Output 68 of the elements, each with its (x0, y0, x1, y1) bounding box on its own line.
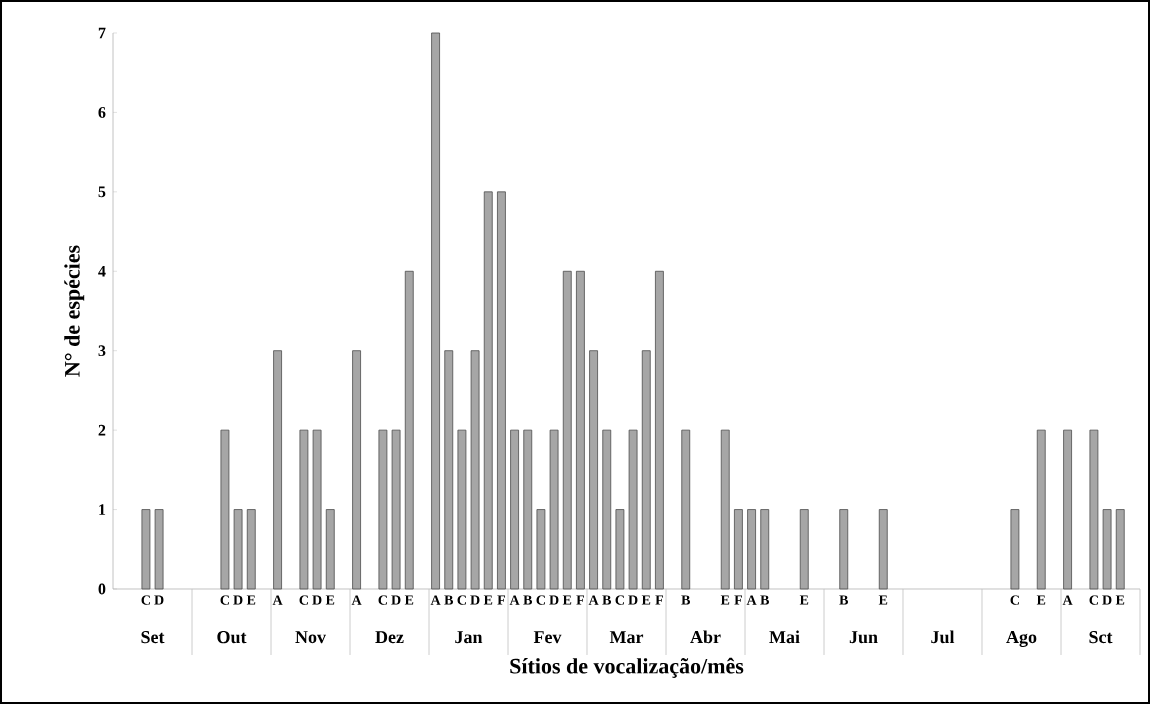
x-tick-label: D (233, 595, 243, 605)
x-tick-label: E (1036, 595, 1046, 605)
x-tick-label: E (799, 595, 809, 605)
y-tick-label: 4 (98, 266, 106, 277)
x-tick-label: A (746, 595, 757, 605)
x-tick-label: F (655, 595, 664, 605)
x-tick-label: B (444, 595, 454, 605)
x-tick-label: C (1089, 595, 1098, 605)
x-tick-label: D (549, 595, 559, 605)
x-tick-label: C (1010, 595, 1019, 605)
x-tick-label: D (391, 595, 401, 605)
x-tick-label: F (576, 595, 585, 605)
text: Fev (533, 631, 562, 644)
text: Out (217, 631, 247, 644)
x-tick-label: D (1102, 595, 1112, 605)
x-tick-label: B (523, 595, 533, 605)
x-tick-label: C (141, 595, 150, 605)
text: Ago (1006, 631, 1037, 647)
text: Mar (609, 631, 644, 644)
text: Sct (1089, 631, 1113, 644)
x-tick-label: E (404, 595, 414, 605)
x-tick-label: E (878, 595, 888, 605)
text: Mai (769, 630, 800, 644)
text: Dez (375, 631, 404, 644)
x-tick-label: E (325, 595, 335, 605)
x-tick-label: E (246, 595, 256, 605)
x-tick-label: D (312, 595, 322, 605)
x-tick-label: F (734, 595, 743, 605)
x-tick-label: F (497, 595, 506, 605)
y-axis-title: N° de espécies (64, 245, 85, 377)
y-tick-label: 0 (98, 583, 106, 595)
x-tick-label: A (588, 595, 599, 605)
y-tick-label: 1 (99, 504, 106, 515)
x-tick-label: A (1062, 595, 1073, 605)
x-tick-label: D (628, 595, 638, 605)
x-tick-label: C (378, 595, 387, 605)
x-tick-label: C (615, 595, 624, 605)
y-tick-label: 5 (98, 186, 106, 198)
text: Jun (849, 631, 878, 644)
x-tick-label: C (299, 595, 308, 605)
x-tick-label: B (602, 595, 612, 605)
x-tick-label: A (430, 595, 441, 605)
x-axis-title: Sítios de vocalização/mês (510, 657, 744, 678)
x-tick-label: C (220, 595, 229, 605)
y-tick-label: 6 (98, 107, 106, 118)
x-tick-label: D (154, 595, 164, 605)
x-tick-label: E (720, 595, 730, 605)
text: Abr (690, 630, 721, 644)
x-tick-label: C (457, 595, 466, 605)
x-tick-label: A (351, 595, 362, 605)
y-tick-label: 7 (98, 27, 106, 39)
y-tick-label: 3 (98, 345, 106, 357)
x-tick-label: E (562, 595, 572, 605)
x-tick-label: E (483, 595, 493, 605)
text: Set (141, 631, 165, 644)
x-tick-label: B (839, 595, 849, 605)
x-tick-label: E (641, 595, 651, 605)
x-tick-label: B (760, 595, 770, 605)
x-tick-label: C (536, 595, 545, 605)
text: Jul (931, 630, 955, 644)
x-tick-label: A (272, 595, 283, 605)
x-tick-label: A (509, 595, 520, 605)
text: Nov (295, 631, 326, 644)
text: Jan (455, 631, 483, 644)
y-tick-label: 2 (98, 424, 106, 436)
x-tick-label: D (470, 595, 480, 605)
x-tick-label: B (681, 595, 691, 605)
x-tick-label: E (1115, 595, 1125, 605)
